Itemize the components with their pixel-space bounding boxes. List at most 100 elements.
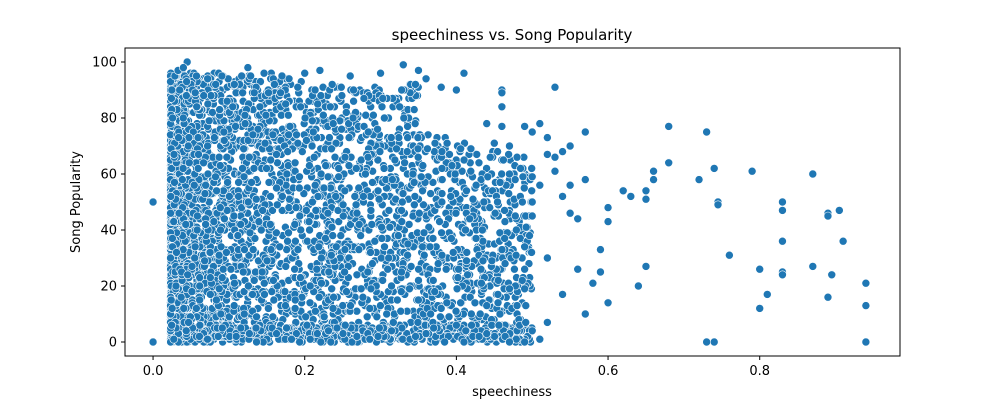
scatter-point [468, 194, 478, 204]
scatter-point [268, 312, 278, 322]
scatter-point [372, 312, 382, 322]
scatter-point [345, 71, 355, 81]
scatter-point [375, 323, 384, 333]
scatter-point [416, 172, 426, 182]
scatter-point [167, 94, 176, 103]
scatter-point [410, 200, 419, 210]
scatter-point [398, 197, 407, 207]
scatter-point [338, 200, 348, 210]
scatter-point [184, 192, 194, 201]
scatter-point [808, 169, 818, 179]
scatter-point [374, 194, 384, 204]
scatter-point [511, 250, 521, 260]
scatter-point [419, 250, 429, 260]
scatter-point [429, 323, 438, 333]
scatter-point [319, 110, 328, 120]
scatter-point [340, 186, 350, 196]
scatter-point [308, 127, 318, 137]
scatter-point [641, 186, 651, 196]
scatter-point [493, 276, 503, 285]
scatter-point [176, 292, 186, 302]
scatter-point [281, 99, 290, 109]
scatter-point [303, 236, 312, 246]
scatter-point [459, 337, 469, 347]
scatter-point [477, 278, 486, 288]
scatter-point [430, 287, 440, 296]
y-tick-label: 60 [100, 168, 117, 183]
scatter-point [442, 138, 452, 148]
scatter-point [244, 152, 254, 162]
scatter-point [171, 281, 181, 291]
scatter-point [278, 192, 287, 201]
scatter-point [247, 178, 256, 187]
scatter-point [465, 214, 475, 224]
scatter-point [352, 270, 362, 280]
scatter-point [348, 113, 358, 123]
scatter-point [435, 217, 444, 226]
scatter-point [436, 312, 445, 322]
scatter-point [338, 301, 348, 310]
scatter-point [497, 122, 507, 131]
scatter-point [495, 178, 505, 187]
scatter-point [377, 222, 386, 232]
scatter-point [493, 298, 503, 308]
scatter-point [167, 320, 176, 330]
scatter-point [368, 259, 377, 268]
scatter-point [603, 298, 613, 308]
scatter-point [262, 256, 272, 266]
scatter-point [298, 147, 307, 156]
scatter-point [167, 304, 177, 313]
x-tick-label: 0.2 [294, 364, 315, 379]
scatter-point [603, 203, 613, 212]
scatter-point [181, 220, 191, 229]
scatter-point [430, 138, 440, 148]
scatter-point [248, 245, 258, 254]
scatter-point [409, 105, 419, 114]
scatter-point [258, 206, 267, 215]
scatter-point [174, 133, 183, 142]
scatter-point [409, 178, 419, 187]
scatter-point [264, 88, 273, 98]
scatter-point [323, 172, 333, 182]
scatter-point [550, 82, 560, 92]
scatter-point [394, 133, 404, 142]
scatter-point [203, 99, 213, 109]
scatter-point [518, 172, 528, 182]
scatter-point [217, 71, 227, 81]
scatter-point [216, 203, 225, 212]
scatter-point [319, 183, 329, 193]
scatter-point [838, 236, 848, 246]
scatter-point [284, 130, 293, 140]
scatter-point [352, 208, 362, 218]
scatter-point [200, 189, 210, 198]
scatter-point [386, 133, 396, 142]
scatter-point [195, 295, 204, 305]
scatter-point [403, 122, 412, 131]
scatter-point [490, 208, 500, 218]
scatter-point [244, 281, 253, 291]
scatter-point [217, 273, 227, 282]
scatter-point [199, 158, 208, 168]
scatter-point [327, 144, 336, 154]
scatter-point [388, 175, 397, 184]
scatter-point [351, 164, 361, 173]
scatter-point [383, 264, 393, 274]
scatter-point [396, 287, 406, 296]
scatter-point [183, 270, 192, 280]
scatter-point [747, 166, 757, 176]
scatter-point [459, 68, 469, 78]
scatter-point [214, 250, 224, 260]
scatter-point [290, 264, 299, 274]
scatter-point [419, 228, 429, 238]
scatter-point [182, 77, 191, 86]
scatter-point [516, 164, 525, 173]
scatter-point [527, 172, 537, 182]
scatter-point [376, 68, 385, 78]
scatter-point [283, 236, 292, 246]
scatter-point [474, 158, 484, 168]
scatter-point [505, 284, 514, 294]
scatter-point [550, 166, 560, 176]
scatter-point [214, 284, 224, 294]
scatter-point [296, 273, 305, 282]
scatter-point [413, 318, 423, 327]
